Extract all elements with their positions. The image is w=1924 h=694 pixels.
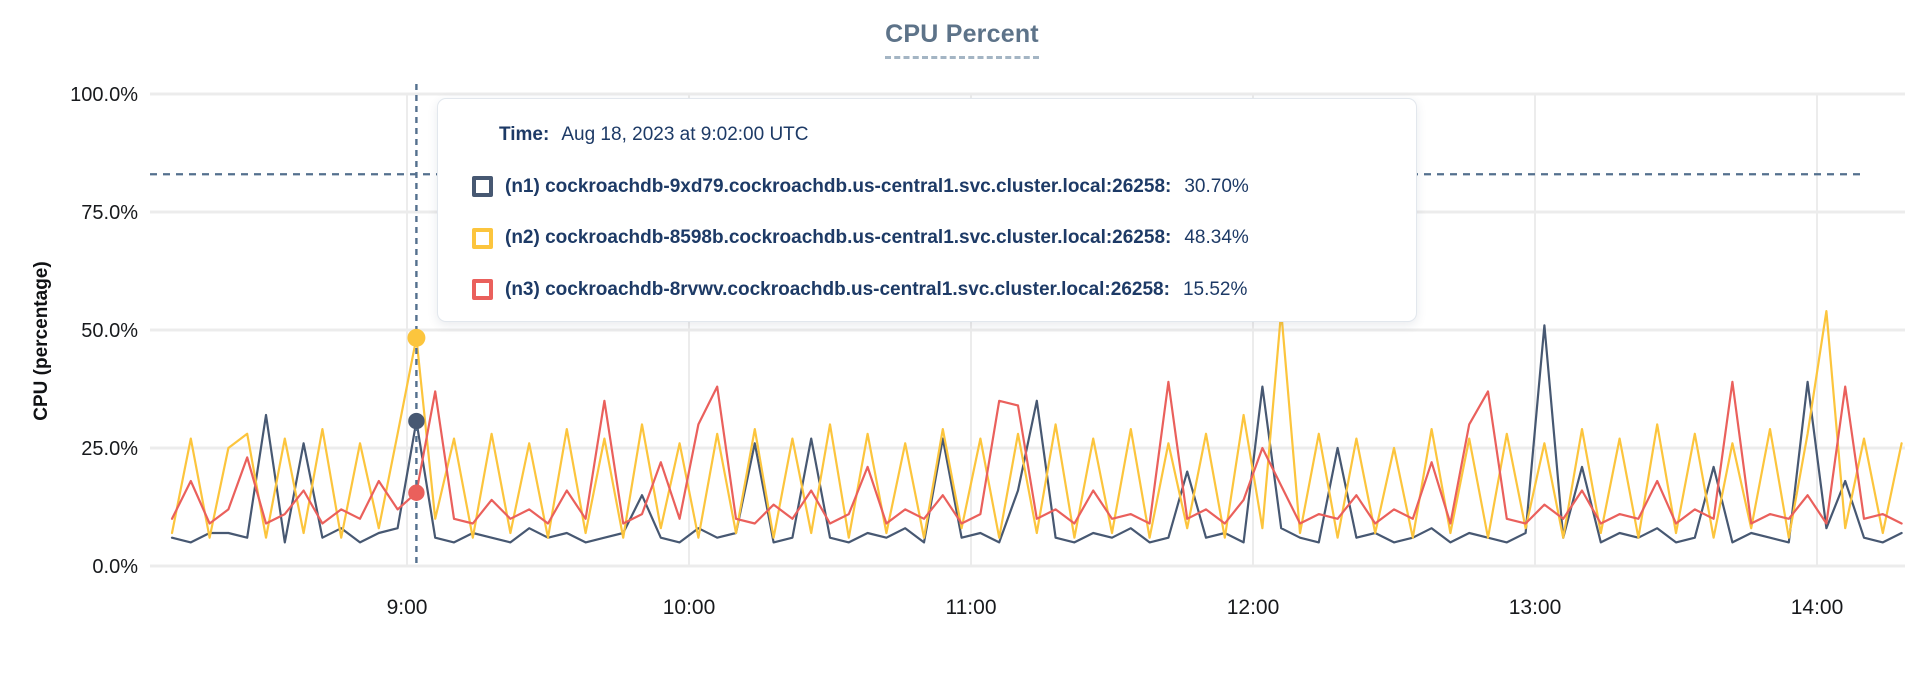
svg-text:9:00: 9:00 xyxy=(387,596,428,619)
svg-text:100.0%: 100.0% xyxy=(70,84,138,106)
svg-text:0.0%: 0.0% xyxy=(92,556,138,578)
svg-text:11:00: 11:00 xyxy=(946,596,997,619)
series-n1-marker-icon xyxy=(472,176,493,198)
series-n3-marker-icon xyxy=(472,279,493,301)
series-n2-name: (n2) cockroachdb-8598b.cockroachdb.us-ce… xyxy=(505,227,1172,249)
chart-title: CPU Percent xyxy=(885,20,1039,59)
tooltip-time-value: Aug 18, 2023 at 9:02:00 UTC xyxy=(561,124,809,145)
svg-text:25.0%: 25.0% xyxy=(81,438,138,460)
svg-text:50.0%: 50.0% xyxy=(81,320,138,342)
tooltip-series-row-n2: (n2) cockroachdb-8598b.cockroachdb.us-ce… xyxy=(472,227,1382,249)
series-n3-value: 15.52% xyxy=(1182,278,1248,300)
svg-text:13:00: 13:00 xyxy=(1509,596,1562,619)
svg-text:12:00: 12:00 xyxy=(1227,596,1280,619)
tooltip-series-row-n3: (n3) cockroachdb-8rvwv.cockroachdb.us-ce… xyxy=(472,279,1382,301)
hover-tooltip: Time: Aug 18, 2023 at 9:02:00 UTC (n1) c… xyxy=(437,98,1417,322)
svg-text:14:00: 14:00 xyxy=(1791,596,1844,619)
tooltip-time-row: Time: Aug 18, 2023 at 9:02:00 UTC xyxy=(472,124,1382,146)
tooltip-series-row-n1: (n1) cockroachdb-9xd79.cockroachdb.us-ce… xyxy=(472,176,1382,198)
svg-text:10:00: 10:00 xyxy=(663,596,716,619)
series-n1-name: (n1) cockroachdb-9xd79.cockroachdb.us-ce… xyxy=(505,175,1172,197)
tooltip-time-label: Time: xyxy=(499,124,550,145)
series-n2-value: 48.34% xyxy=(1184,227,1249,249)
series-n3-name: (n3) cockroachdb-8rvwv.cockroachdb.us-ce… xyxy=(505,278,1170,300)
series-n1-value: 30.70% xyxy=(1184,175,1249,197)
svg-text:75.0%: 75.0% xyxy=(81,202,138,224)
series-n2-marker-icon xyxy=(472,227,493,249)
chart-title-wrap: CPU Percent xyxy=(0,20,1924,59)
